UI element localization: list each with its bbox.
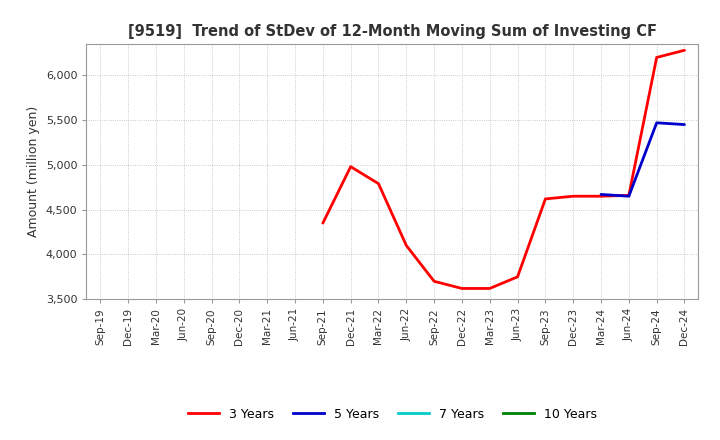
Line: 5 Years: 5 Years: [601, 123, 685, 196]
3 Years: [569, 194, 577, 199]
5 Years: [597, 192, 606, 197]
3 Years: [402, 243, 410, 248]
3 Years: [346, 164, 355, 169]
Title: [9519]  Trend of StDev of 12-Month Moving Sum of Investing CF: [9519] Trend of StDev of 12-Month Moving…: [128, 24, 657, 39]
5 Years: [652, 120, 661, 125]
3 Years: [541, 196, 550, 202]
5 Years: [680, 122, 689, 127]
5 Years: [624, 194, 633, 199]
3 Years: [430, 279, 438, 284]
3 Years: [318, 220, 327, 226]
3 Years: [513, 274, 522, 279]
Y-axis label: Amount (million yen): Amount (million yen): [27, 106, 40, 237]
3 Years: [624, 193, 633, 198]
3 Years: [597, 194, 606, 199]
Line: 3 Years: 3 Years: [323, 50, 685, 289]
Legend: 3 Years, 5 Years, 7 Years, 10 Years: 3 Years, 5 Years, 7 Years, 10 Years: [183, 403, 602, 425]
3 Years: [374, 181, 383, 186]
3 Years: [458, 286, 467, 291]
3 Years: [680, 48, 689, 53]
3 Years: [652, 55, 661, 60]
3 Years: [485, 286, 494, 291]
